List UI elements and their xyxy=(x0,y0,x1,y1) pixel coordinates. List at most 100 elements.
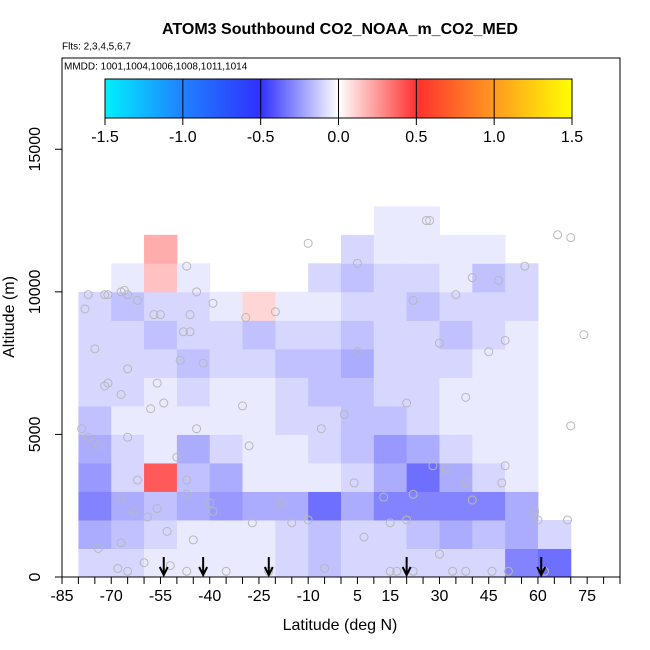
sample-point xyxy=(461,392,471,402)
heatmap-cell xyxy=(505,548,539,578)
heatmap-cell xyxy=(209,434,244,464)
profile-arrow xyxy=(401,557,412,578)
sample-point xyxy=(402,515,412,525)
heatmap-cell xyxy=(176,434,211,464)
heatmap-cell xyxy=(341,405,375,435)
heatmap-cell xyxy=(144,519,178,549)
heatmap-cell xyxy=(144,348,178,378)
heatmap-cell xyxy=(341,348,375,378)
heatmap-cell xyxy=(242,405,276,435)
heatmap-cell xyxy=(242,491,276,521)
sample-point xyxy=(484,347,494,357)
heatmap-cell xyxy=(505,405,539,435)
sample-point xyxy=(185,327,195,337)
heatmap-cell xyxy=(111,320,145,350)
sample-point xyxy=(182,261,192,271)
sample-point xyxy=(93,441,103,451)
sample-point xyxy=(132,295,142,305)
sample-point xyxy=(448,566,458,576)
sample-point xyxy=(198,358,208,368)
sample-points xyxy=(77,216,589,576)
heatmap-cell xyxy=(78,348,112,378)
sample-point xyxy=(402,398,412,408)
heatmap-cell xyxy=(144,320,178,350)
heatmap-cell xyxy=(472,405,506,435)
heatmap-cell xyxy=(406,234,440,264)
sample-point xyxy=(434,338,444,348)
sample-point xyxy=(461,478,471,488)
heatmap-cell xyxy=(308,377,342,407)
heatmap-cell xyxy=(242,434,276,464)
sample-point xyxy=(451,290,461,300)
heatmap-cell xyxy=(275,548,309,578)
colorbar-tick-label: 1.5 xyxy=(561,129,583,146)
heatmap-cell xyxy=(275,434,309,464)
sample-point xyxy=(103,290,113,300)
heatmap-cell xyxy=(242,462,276,492)
heatmap-cell xyxy=(144,548,178,578)
sample-point xyxy=(277,498,287,508)
x-tick-label: -70 xyxy=(100,588,123,605)
sample-point xyxy=(182,566,192,576)
heatmap-cell xyxy=(176,548,211,578)
heatmap-cell xyxy=(275,491,309,521)
heatmap-cell xyxy=(472,234,506,264)
heatmap-cell xyxy=(176,519,211,549)
sample-point xyxy=(159,398,169,408)
heatmap-cell xyxy=(242,320,276,350)
colorbar-tick-label: -1.5 xyxy=(91,129,119,146)
heatmap-cell xyxy=(373,462,408,492)
sample-point xyxy=(116,389,126,399)
heatmap-cell xyxy=(373,405,408,435)
heatmap-cell xyxy=(373,234,408,264)
sample-point xyxy=(123,432,133,442)
x-tick-label: -55 xyxy=(149,588,172,605)
colorbar-tick-label: -0.5 xyxy=(247,129,275,146)
heatmap-cell xyxy=(373,491,408,521)
heatmap-cell xyxy=(439,234,473,264)
sample-point xyxy=(116,492,126,502)
sample-point xyxy=(123,364,133,374)
heatmap-cell xyxy=(176,263,211,293)
x-tick-label: -40 xyxy=(198,588,221,605)
heatmap-cell xyxy=(144,405,178,435)
sample-point xyxy=(162,526,172,536)
heatmap-cell xyxy=(341,434,375,464)
heatmap-cell xyxy=(275,377,309,407)
x-tick-label: 5 xyxy=(353,588,362,605)
y-tick-label: 10000 xyxy=(27,269,44,314)
heatmap-cell xyxy=(242,519,276,549)
heatmap-cell xyxy=(209,491,244,521)
sample-point xyxy=(152,504,162,514)
sample-point xyxy=(270,307,280,317)
heatmap-cell xyxy=(505,291,539,321)
sample-point xyxy=(119,285,129,295)
heatmap-cell xyxy=(275,320,309,350)
colorbar-tick-label: 0.5 xyxy=(405,129,427,146)
heatmap-cell xyxy=(406,548,440,578)
heatmap-cell xyxy=(78,405,112,435)
heatmap-cell xyxy=(341,291,375,321)
profile-arrow xyxy=(158,557,169,578)
sample-point xyxy=(152,378,162,388)
heatmap-cell xyxy=(111,519,145,549)
sample-point xyxy=(100,290,110,300)
heatmap-cell xyxy=(78,291,112,321)
sample-point xyxy=(192,287,202,297)
heatmap-cell xyxy=(439,405,473,435)
heatmap-cell xyxy=(209,348,244,378)
heatmap-cell xyxy=(308,348,342,378)
heatmap-cell xyxy=(308,263,342,293)
sample-point xyxy=(83,290,93,300)
sample-point xyxy=(425,216,435,226)
sample-point xyxy=(129,506,139,516)
heatmap-cell xyxy=(308,462,342,492)
sample-point xyxy=(208,298,218,308)
sample-point xyxy=(530,506,540,516)
sample-point xyxy=(500,461,510,471)
colorbar-tick-label: -1.0 xyxy=(169,129,197,146)
heatmap-cell xyxy=(472,377,506,407)
profile-arrow xyxy=(536,557,547,578)
heatmap-cell xyxy=(308,291,342,321)
